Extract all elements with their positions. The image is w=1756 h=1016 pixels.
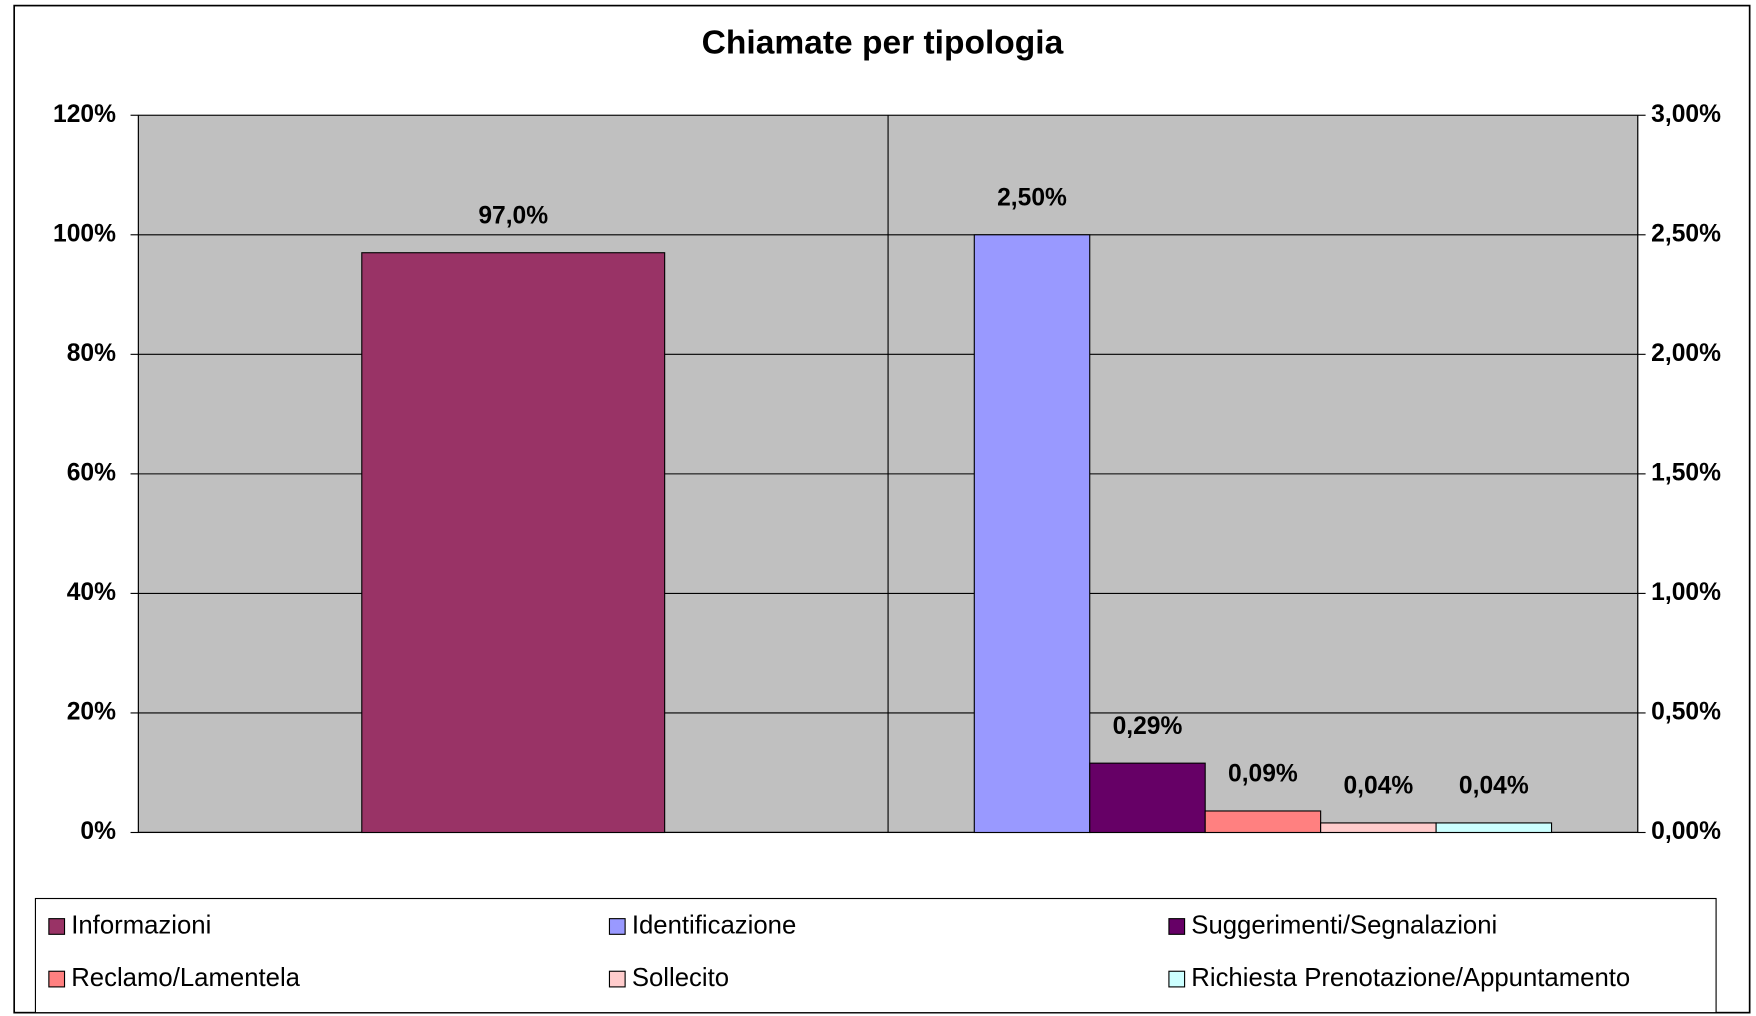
value-label: 0,09% (1228, 761, 1298, 788)
y2-tick-label: 1,00% (1651, 579, 1721, 606)
y-tick-label: 100% (53, 220, 116, 247)
legend-box (34, 897, 1717, 1014)
legend-swatch (48, 918, 66, 935)
y-tick-label: 40% (67, 579, 116, 606)
y-tick-label: 20% (67, 698, 116, 725)
legend-label: Richiesta Prenotazione/Appuntamento (1191, 964, 1630, 992)
bar (1204, 810, 1322, 834)
legend-label: Sollecito (632, 964, 729, 992)
value-label: 97,0% (478, 202, 548, 229)
legend-label: Reclamo/Lamentela (71, 964, 300, 992)
legend-swatch (608, 918, 626, 935)
y2-tick-label: 0,50% (1651, 698, 1721, 725)
value-label: 0,29% (1113, 713, 1183, 740)
y2-tick-label: 1,50% (1651, 459, 1721, 486)
y-tick-label: 0% (80, 818, 116, 845)
value-label: 2,50% (997, 184, 1067, 211)
legend-label: Informazioni (71, 911, 211, 939)
y2-tick-label: 3,00% (1651, 101, 1721, 128)
y-tick-label: 80% (67, 340, 116, 367)
legend-swatch (1168, 918, 1186, 935)
chart-title: Chiamate per tipologia (702, 25, 1064, 62)
value-label: 0,04% (1343, 773, 1413, 800)
bar (361, 252, 666, 834)
bar (1435, 822, 1553, 834)
y-tick-label: 60% (67, 459, 116, 486)
bar (1089, 762, 1206, 834)
legend-swatch (48, 970, 66, 988)
bar (1320, 822, 1437, 834)
y2-tick-label: 0,00% (1651, 818, 1721, 845)
legend-swatch (608, 970, 626, 988)
legend-label: Suggerimenti/Segnalazioni (1191, 911, 1497, 939)
y-tick-label: 120% (53, 101, 116, 128)
y2-tick-label: 2,50% (1651, 220, 1721, 247)
bar (973, 234, 1091, 834)
legend-label: Identificazione (632, 911, 796, 939)
y2-tick-label: 2,00% (1651, 340, 1721, 367)
value-label: 0,04% (1459, 773, 1529, 800)
legend-swatch (1168, 970, 1186, 988)
